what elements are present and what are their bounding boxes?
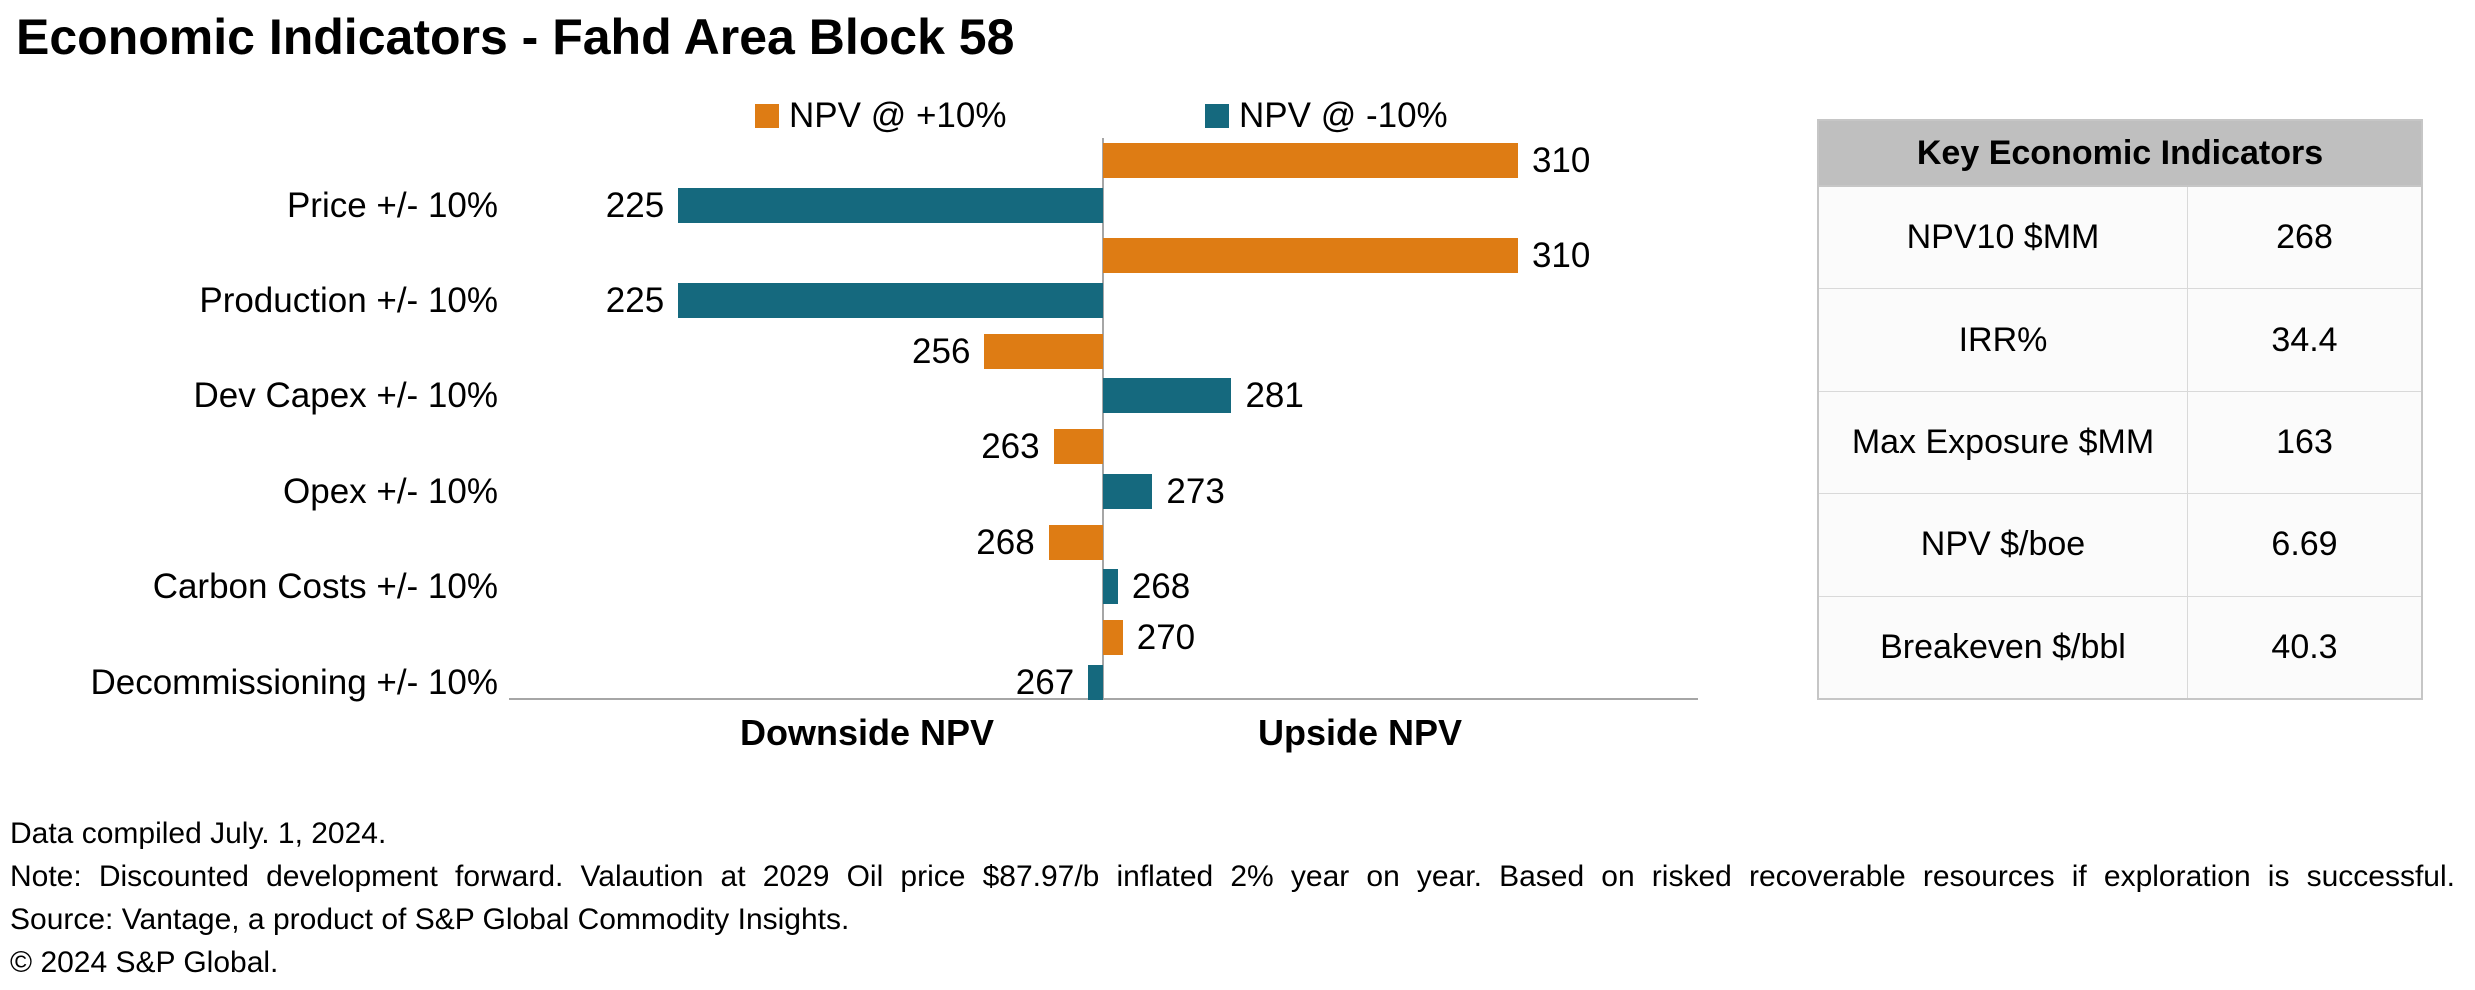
table-cell-value: 6.69 xyxy=(2271,525,2338,564)
bar-value-label: 310 xyxy=(1531,141,1591,180)
legend-swatch-teal xyxy=(1205,104,1229,128)
bar-npv-plus10 xyxy=(984,333,1103,369)
table-cell-label: NPV10 $MM xyxy=(1819,187,2188,289)
key-indicators-table: Key Economic Indicators NPV10 $MM 268 IR… xyxy=(1817,119,2423,700)
bar-npv-minus10 xyxy=(678,282,1103,318)
bar-npv-plus10 xyxy=(1053,429,1103,465)
table-row: NPV10 $MM 268 xyxy=(1819,187,2421,290)
table-row: Max Exposure $MM 163 xyxy=(1819,391,2421,495)
x-axis-label-upside: Upside NPV xyxy=(1257,712,1463,753)
legend-item-plus10: NPV @ +10% xyxy=(755,96,1006,136)
footnote-source: Source: Vantage, a product of S&P Global… xyxy=(10,903,850,936)
legend-swatch-orange xyxy=(755,104,779,128)
bar-value-label: 263 xyxy=(981,427,1040,467)
table-cell-value: 40.3 xyxy=(2271,627,2338,666)
bar-npv-minus10 xyxy=(678,187,1103,223)
table-cell-value: 163 xyxy=(2276,423,2333,462)
legend-label-plus10: NPV @ +10% xyxy=(789,96,1007,135)
bar-value-label: 268 xyxy=(976,522,1035,562)
x-axis-label-downside: Downside NPV xyxy=(739,712,995,753)
bar-value-label: 225 xyxy=(605,185,665,225)
bar-npv-plus10 xyxy=(1103,620,1123,655)
bar-value-label: 273 xyxy=(1166,471,1225,511)
footnotes: Data compiled July. 1, 2024. Note: Disco… xyxy=(10,812,2465,984)
bar-value-label: 225 xyxy=(605,280,665,320)
table-header: Key Economic Indicators xyxy=(1819,121,2421,187)
bar-npv-plus10 xyxy=(1103,143,1518,178)
table-cell-label: Breakeven $/bbl xyxy=(1819,596,2188,699)
bar-npv-plus10 xyxy=(1048,524,1103,560)
bar-value-label: 256 xyxy=(912,331,971,371)
baseline-axis xyxy=(1102,138,1104,700)
bar-value-label: 310 xyxy=(1531,236,1591,276)
category-label: Production +/- 10% xyxy=(199,280,498,320)
bar-value-label: 281 xyxy=(1245,376,1304,416)
bar-npv-minus10 xyxy=(1103,569,1118,605)
category-axis: Price +/- 10% Production +/- 10% Dev Capex… xyxy=(0,138,498,700)
bar-value-label: 268 xyxy=(1131,567,1191,607)
table-cell-value: 268 xyxy=(2276,218,2333,257)
bar-value-label: 267 xyxy=(1015,662,1075,702)
table-cell-label: IRR% xyxy=(1819,289,2188,391)
bar-npv-plus10 xyxy=(1103,238,1518,274)
legend-item-minus10: NPV @ -10% xyxy=(1205,96,1448,136)
table-cell-label: NPV $/boe xyxy=(1819,494,2188,596)
chart-title: Economic Indicators - Fahd Area Block 58 xyxy=(16,9,1015,65)
category-label: Dev Capex +/- 10% xyxy=(193,376,498,416)
table-cell-value: 34.4 xyxy=(2271,320,2338,359)
table-row: NPV $/boe 6.69 xyxy=(1819,494,2421,597)
table-row: IRR% 34.4 xyxy=(1819,289,2421,392)
footnote-compiled: Data compiled July. 1, 2024. xyxy=(10,817,387,850)
table-row: Breakeven $/bbl 40.3 xyxy=(1819,596,2421,699)
bar-value-label: 270 xyxy=(1136,618,1196,657)
plot-area: 310 225 310 225 256 281 263 273 268 268 270 267 xyxy=(509,138,1698,700)
bar-npv-minus10 xyxy=(1103,378,1232,414)
category-label: Decommissioning +/- 10% xyxy=(90,662,498,702)
category-label: Carbon Costs +/- 10% xyxy=(152,567,498,607)
footnote-note: Note: Discounted development forward. Va… xyxy=(10,860,2455,893)
footnote-copyright: © 2024 S&P Global. xyxy=(10,946,279,979)
table-cell-label: Max Exposure $MM xyxy=(1819,391,2188,494)
bar-npv-minus10 xyxy=(1088,664,1103,700)
legend-label-minus10: NPV @ -10% xyxy=(1239,96,1448,135)
category-label: Price +/- 10% xyxy=(286,185,498,225)
bar-npv-minus10 xyxy=(1103,473,1153,509)
category-label: Opex +/- 10% xyxy=(283,471,498,511)
